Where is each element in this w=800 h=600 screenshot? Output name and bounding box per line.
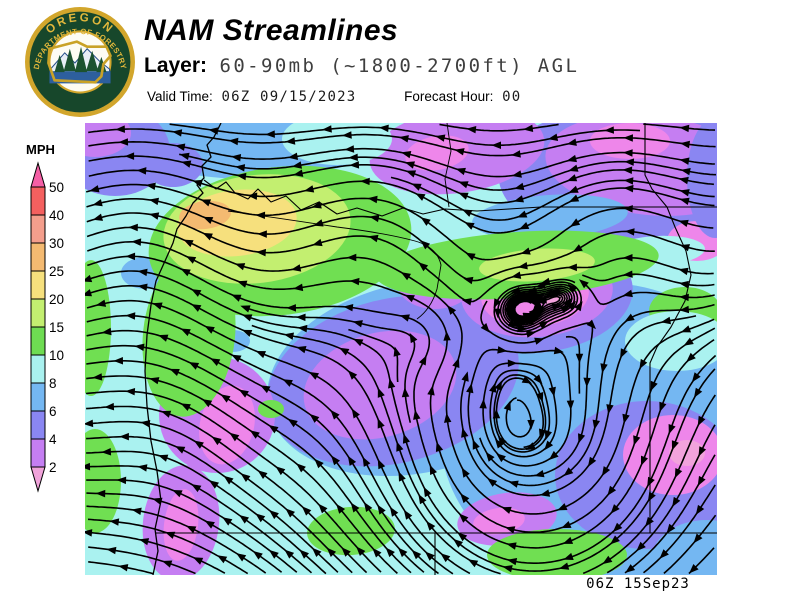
map-timestamp: 06Z 15Sep23 <box>586 576 690 592</box>
county-line-vert <box>444 123 452 208</box>
legend-tick-label: 2 <box>49 460 57 475</box>
layer-label: Layer: <box>144 54 208 77</box>
forecast-hour-value: 00 <box>502 89 522 105</box>
legend-segment <box>30 298 46 328</box>
legend-tick-label: 50 <box>49 180 64 195</box>
logo-oregon-scene <box>47 40 112 84</box>
legend-segment <box>30 186 46 216</box>
legend-segment <box>30 382 46 412</box>
legend-arrow-top <box>30 161 46 188</box>
legend-tick-label: 4 <box>49 432 57 447</box>
legend-segment <box>30 354 46 384</box>
odf-logo: OREGON DEPARTMENT OF FORESTRY <box>25 7 135 117</box>
legend-segment <box>30 326 46 356</box>
valid-time-label: Valid Time: <box>147 89 213 104</box>
legend-segment <box>30 242 46 272</box>
legend-arrow-bottom <box>30 466 46 493</box>
legend-tick-label: 30 <box>49 236 64 251</box>
layer-line: Layer: 60-90mb (~1800-2700ft) AGL <box>144 54 579 78</box>
county-line-nw <box>227 210 442 320</box>
legend-segment <box>30 410 46 440</box>
flow-arrowheads <box>85 124 707 574</box>
legend-segment <box>30 438 46 468</box>
legend-segment <box>30 270 46 300</box>
forecast-hour-label: Forecast Hour: <box>404 89 494 104</box>
legend-tick-label: 15 <box>49 320 64 335</box>
legend-tick-label: 25 <box>49 264 64 279</box>
legend-tick-label: 8 <box>49 376 57 391</box>
page-title: NAM Streamlines <box>144 14 399 47</box>
legend-tick-label: 6 <box>49 404 57 419</box>
east-border <box>644 123 692 533</box>
legend-tick-label: 20 <box>49 292 64 307</box>
legend-title: MPH <box>26 142 55 157</box>
legend-tick-label: 10 <box>49 348 64 363</box>
streamline-map <box>85 123 717 575</box>
legend-tick-label: 40 <box>49 208 64 223</box>
valid-time-line: Valid Time: 06Z 09/15/2023 Forecast Hour… <box>147 89 521 105</box>
layer-value: 60-90mb (~1800-2700ft) AGL <box>219 55 580 77</box>
legend-segment <box>30 214 46 244</box>
coastline <box>144 123 222 575</box>
wind-speed-legend: MPH 50 40 30 25 20 15 10 8 6 4 2 <box>26 142 64 493</box>
valid-time-value: 06Z 09/15/2023 <box>221 89 357 105</box>
